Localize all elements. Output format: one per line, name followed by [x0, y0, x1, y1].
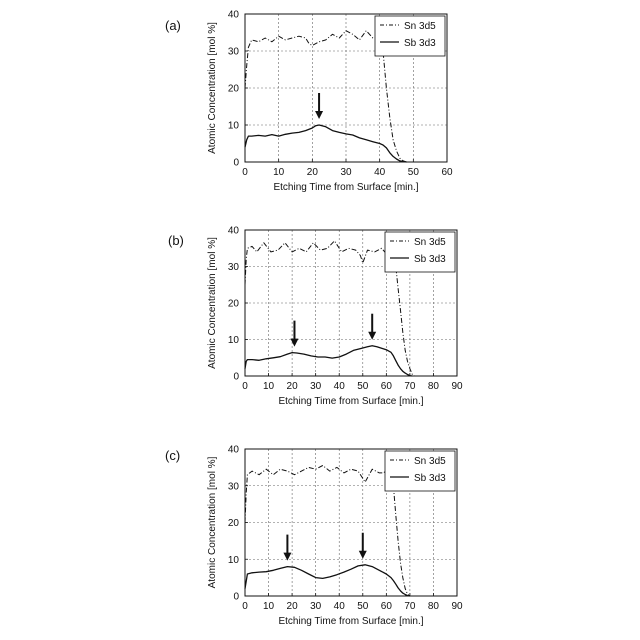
x-tick-label: 0 — [242, 167, 248, 178]
legend-label: Sn 3d5 — [404, 21, 436, 32]
y-axis-label: Atomic Concentration [mol %] — [207, 456, 218, 588]
x-tick-label: 20 — [307, 167, 319, 178]
x-tick-label: 80 — [428, 601, 440, 612]
x-tick-label: 0 — [242, 381, 248, 392]
y-tick-label: 30 — [228, 47, 240, 58]
x-axis-label: Etching Time from Surface [min.] — [278, 616, 423, 627]
x-tick-label: 40 — [334, 601, 346, 612]
panel-2: (c) 0 10 20 30 40 50 60 70 80 90 0 10 20 30 40 Etching T… — [165, 445, 463, 628]
annotation-arrow-head — [290, 339, 298, 347]
y-tick-label: 20 — [228, 518, 240, 529]
x-tick-label: 50 — [408, 167, 420, 178]
x-axis-label: Etching Time from Surface [min.] — [278, 396, 423, 407]
y-tick-label: 30 — [228, 481, 240, 492]
x-tick-label: 60 — [381, 601, 393, 612]
x-tick-label: 40 — [334, 381, 346, 392]
panel-label: (b) — [168, 233, 184, 248]
legend-label: Sb 3d3 — [414, 473, 446, 484]
y-tick-label: 10 — [228, 555, 240, 566]
panel-1: (b) 0 10 20 30 40 50 60 70 80 90 0 10 20 30 40 Etching T… — [168, 226, 463, 408]
annotation-arrow-head — [368, 332, 376, 340]
annotation-arrow-head — [315, 111, 323, 119]
panel-0: (a) 0 10 20 30 40 50 60 0 10 20 30 40 Etching Time fr… — [165, 10, 453, 194]
x-tick-label: 60 — [441, 167, 453, 178]
x-tick-label: 80 — [428, 381, 440, 392]
x-tick-label: 30 — [340, 167, 352, 178]
y-tick-label: 0 — [233, 158, 239, 169]
x-tick-label: 70 — [404, 601, 416, 612]
series-line-sb-3d3 — [245, 346, 412, 376]
x-axis-label: Etching Time from Surface [min.] — [273, 182, 418, 193]
y-tick-label: 10 — [228, 121, 240, 132]
y-axis-label: Atomic Concentration [mol %] — [207, 22, 218, 154]
x-tick-label: 70 — [404, 381, 416, 392]
x-tick-label: 20 — [287, 601, 299, 612]
annotation-arrow-head — [359, 551, 367, 559]
x-tick-label: 30 — [310, 601, 322, 612]
x-tick-label: 10 — [263, 601, 275, 612]
x-tick-label: 30 — [310, 381, 322, 392]
y-tick-label: 20 — [228, 299, 240, 310]
y-tick-label: 0 — [233, 372, 239, 383]
x-tick-label: 10 — [263, 381, 275, 392]
panel-label: (c) — [165, 448, 180, 463]
legend-label: Sn 3d5 — [414, 456, 446, 467]
legend-label: Sn 3d5 — [414, 237, 446, 248]
y-axis-label: Atomic Concentration [mol %] — [207, 237, 218, 369]
y-tick-label: 0 — [233, 592, 239, 603]
y-tick-label: 30 — [228, 262, 240, 273]
legend-label: Sb 3d3 — [404, 38, 436, 49]
x-tick-label: 40 — [374, 167, 386, 178]
y-tick-label: 40 — [228, 445, 240, 456]
x-tick-label: 50 — [357, 381, 369, 392]
x-tick-label: 90 — [451, 381, 463, 392]
x-tick-label: 0 — [242, 601, 248, 612]
y-tick-label: 10 — [228, 335, 240, 346]
x-tick-label: 60 — [381, 381, 393, 392]
x-tick-label: 20 — [287, 381, 299, 392]
x-tick-label: 10 — [273, 167, 285, 178]
y-tick-label: 40 — [228, 226, 240, 237]
legend-label: Sb 3d3 — [414, 254, 446, 265]
x-tick-label: 50 — [357, 601, 369, 612]
panel-label: (a) — [165, 18, 181, 33]
series-line-sb-3d3 — [245, 125, 407, 162]
y-tick-label: 20 — [228, 84, 240, 95]
y-tick-label: 40 — [228, 10, 240, 21]
x-tick-label: 90 — [451, 601, 463, 612]
series-line-sb-3d3 — [245, 565, 410, 596]
